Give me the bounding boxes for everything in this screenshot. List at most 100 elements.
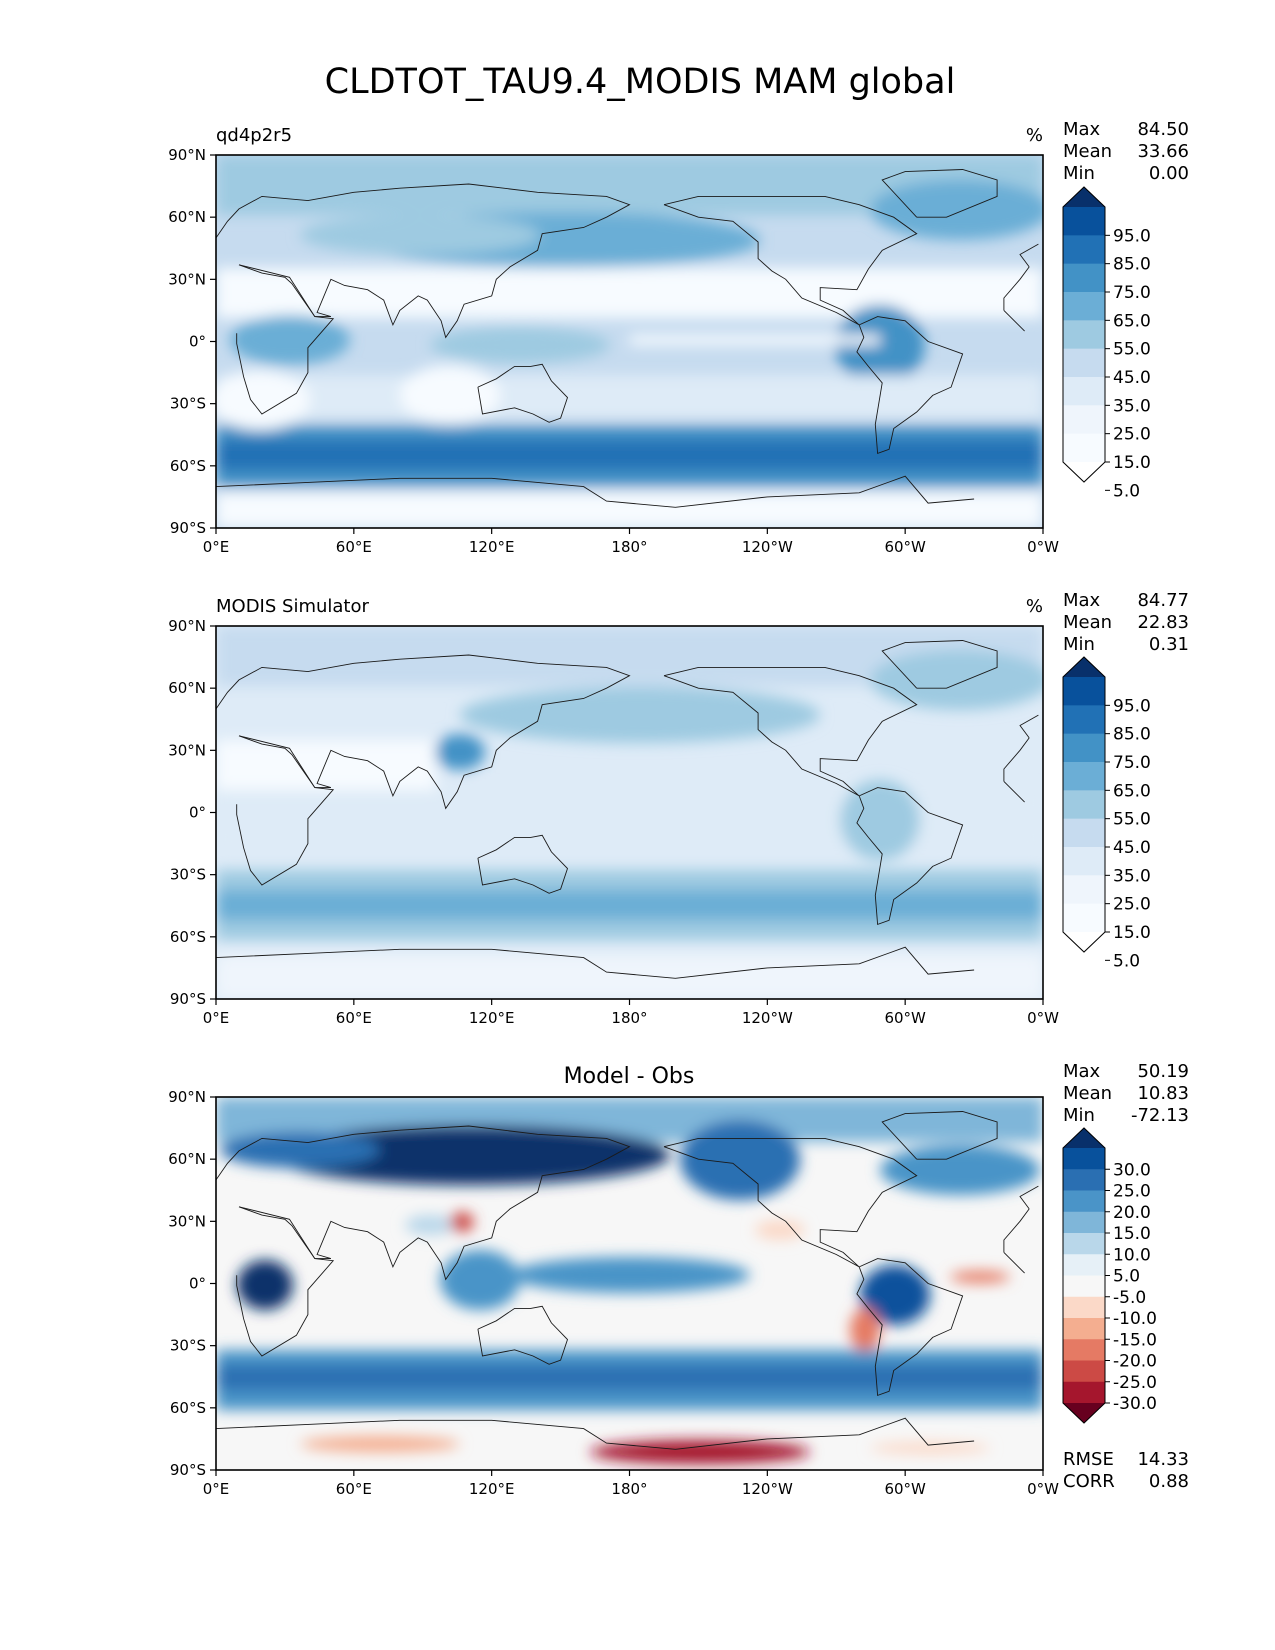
colorbar-tick-label: 45.0 xyxy=(1113,838,1151,858)
stat-value: 84.77 xyxy=(1137,590,1189,611)
colorbar-segment xyxy=(1063,847,1105,876)
colorbar-tick-label: -30.0 xyxy=(1113,1394,1157,1414)
y-tick-label: 60°S xyxy=(170,457,206,475)
y-tick-label: 0° xyxy=(189,1275,206,1293)
y-tick-label: 30°N xyxy=(168,270,206,288)
colorbar-segment xyxy=(1063,1339,1105,1362)
y-tick-label: 60°S xyxy=(170,928,206,946)
colorbar-tick-label: 15.0 xyxy=(1113,923,1151,943)
colorbar-tick-label: -25.0 xyxy=(1113,1373,1157,1393)
y-tick-label: 30°S xyxy=(170,1337,206,1355)
y-tick-label: 90°N xyxy=(168,146,206,164)
x-tick-label: 120°E xyxy=(469,1009,515,1027)
coastline xyxy=(236,735,1030,886)
x-tick-label: 60°W xyxy=(884,1480,926,1498)
x-tick-label: 180° xyxy=(611,538,647,556)
coastline xyxy=(881,640,998,689)
panel-test: qd4p2r5 % 0°E 60 xyxy=(168,119,1189,556)
coastline xyxy=(216,1417,975,1450)
colorbar-segment xyxy=(1063,1211,1105,1234)
stat-value: -72.13 xyxy=(1131,1105,1189,1126)
units-label: % xyxy=(1026,125,1043,146)
colorbar-segment xyxy=(1063,405,1105,435)
x-tick-label: 60°E xyxy=(336,1009,372,1027)
colorbar-segment xyxy=(1063,1360,1105,1383)
colorbar-tick-label: 65.0 xyxy=(1113,311,1151,331)
y-tick-label: 0° xyxy=(189,333,206,351)
x-tick-label: 60°E xyxy=(336,1480,372,1498)
colorbar: 95.0 85.0 75.0 65.0 55.0 45.0 35.0 25.0 15.0 5.0 xyxy=(1062,186,1151,501)
y-tick-label: 60°N xyxy=(168,208,206,226)
x-tick-label: 0°W xyxy=(1027,1009,1059,1027)
colorbar-tick-label: 25.0 xyxy=(1113,895,1151,915)
colorbar-extend-bottom xyxy=(1063,1403,1105,1423)
colorbar-segment xyxy=(1063,1254,1105,1277)
coastline xyxy=(216,1125,1039,1281)
map-field xyxy=(216,626,1043,999)
panel-reference: MODIS Simulator % 0°E 60°E 120°E 180° 120°W 6… xyxy=(168,590,1189,1027)
x-axis-ticks: 0°E 60°E 120°E 180° 120°W 60°W 0°W xyxy=(203,999,1059,1027)
coastline xyxy=(663,195,918,326)
stat-label: Min xyxy=(1063,634,1095,655)
colorbar-tick-label: 45.0 xyxy=(1113,368,1151,388)
stat-label: Min xyxy=(1063,1105,1095,1126)
metrics-block: RMSE 14.33 CORR 0.88 xyxy=(1063,1449,1189,1492)
coastline xyxy=(663,1137,918,1268)
colorbar-tick-label: 55.0 xyxy=(1113,340,1151,360)
x-tick-label: 60°W xyxy=(884,1009,926,1027)
y-tick-label: 90°N xyxy=(168,617,206,635)
coastline xyxy=(477,834,569,894)
panel-label: MODIS Simulator xyxy=(216,596,369,617)
y-tick-label: 0° xyxy=(189,804,206,822)
stat-value: 84.50 xyxy=(1137,119,1189,140)
y-axis-ticks: 90°N 60°N 30°N 0° 30°S 60°S 90°S xyxy=(168,1088,216,1479)
x-tick-label: 0°E xyxy=(203,1009,230,1027)
x-tick-label: 120°W xyxy=(742,1480,793,1498)
colorbar-tick-label: 75.0 xyxy=(1113,283,1151,303)
colorbar-tick-label: 85.0 xyxy=(1113,725,1151,745)
coastline xyxy=(881,1111,998,1160)
units-label: % xyxy=(1026,596,1043,617)
coastline xyxy=(236,1206,1030,1357)
coastline xyxy=(236,264,1030,415)
metric-label: CORR xyxy=(1063,1471,1115,1492)
colorbar-tick-label: 15.0 xyxy=(1113,453,1151,473)
stat-value: 22.83 xyxy=(1137,612,1189,633)
colorbar-segment xyxy=(1063,263,1105,293)
colorbar-segment xyxy=(1063,677,1105,706)
stat-label: Max xyxy=(1063,119,1101,140)
stat-value: 33.66 xyxy=(1137,141,1189,162)
map-field xyxy=(216,155,1043,528)
stat-label: Max xyxy=(1063,1061,1101,1082)
colorbar-tick-label: 5.0 xyxy=(1113,1267,1140,1287)
metric-value: 0.88 xyxy=(1149,1471,1189,1492)
y-tick-label: 90°S xyxy=(170,990,206,1008)
metric-value: 14.33 xyxy=(1137,1449,1189,1470)
y-tick-label: 30°N xyxy=(168,741,206,759)
panel-title: Model - Obs xyxy=(564,1064,695,1089)
colorbar-extend-bottom xyxy=(1063,462,1105,482)
stat-label: Mean xyxy=(1063,612,1112,633)
y-axis-ticks: 90°N 60°N 30°N 0° 30°S 60°S 90°S xyxy=(168,617,216,1008)
y-tick-label: 90°N xyxy=(168,1088,206,1106)
colorbar-tick-label: -15.0 xyxy=(1113,1330,1157,1350)
x-tick-label: 0°E xyxy=(203,1480,230,1498)
colorbar-tick-label: 5.0 xyxy=(1113,481,1140,501)
coastline xyxy=(881,169,998,218)
colorbar-segment xyxy=(1063,733,1105,763)
colorbar-tick-label: 25.0 xyxy=(1113,425,1151,445)
colorbar-segment xyxy=(1063,1275,1105,1298)
colorbar: 95.0 85.0 75.0 65.0 55.0 45.0 35.0 25.0 15.0 5.0 xyxy=(1062,656,1151,971)
colorbar-tick-label: 75.0 xyxy=(1113,753,1151,773)
colorbar-segment xyxy=(1063,1233,1105,1255)
colorbar-tick-label: 15.0 xyxy=(1113,1224,1151,1244)
x-tick-label: 120°E xyxy=(469,1480,515,1498)
coastline xyxy=(856,787,964,926)
panel-difference: Model - Obs xyxy=(168,1061,1189,1498)
x-tick-label: 120°W xyxy=(742,1009,793,1027)
colorbar-segment xyxy=(1063,875,1105,905)
colorbar-tick-label: 65.0 xyxy=(1113,781,1151,801)
colorbar-tick-label: 95.0 xyxy=(1113,226,1151,246)
coastline xyxy=(856,316,964,455)
